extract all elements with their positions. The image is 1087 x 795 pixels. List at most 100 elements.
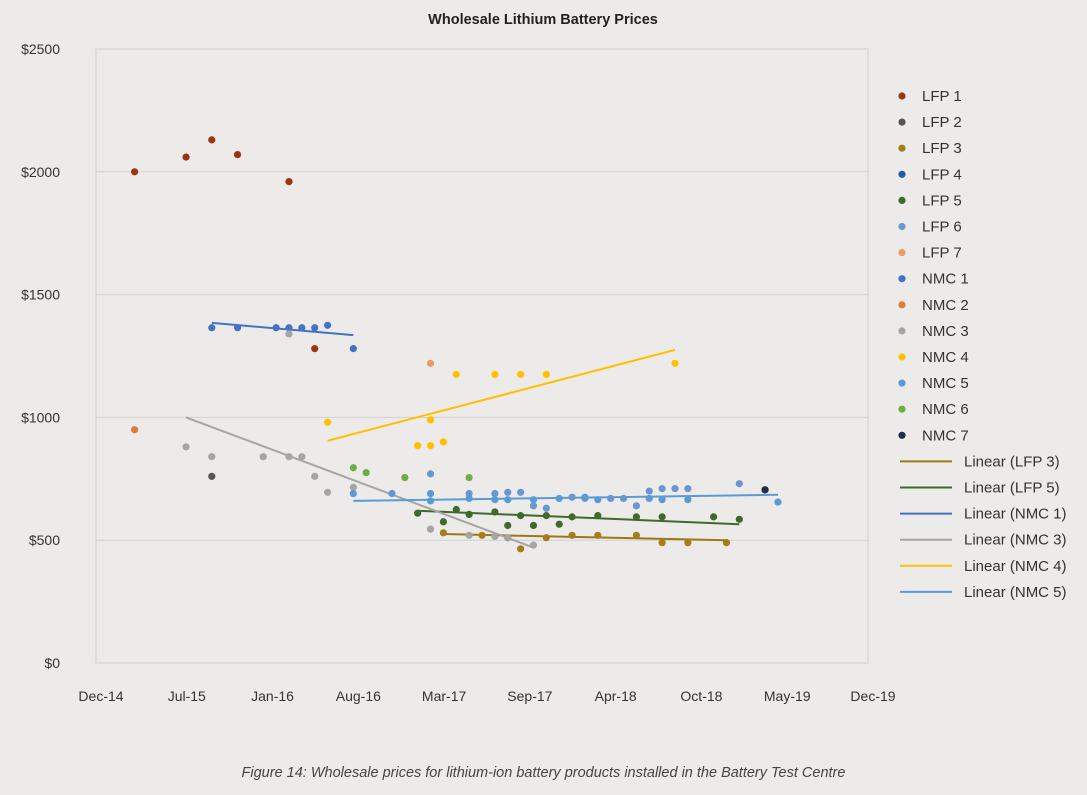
data-point — [349, 345, 357, 353]
x-tick-label: Dec-19 — [850, 688, 895, 704]
data-point — [594, 496, 602, 504]
data-point — [504, 521, 512, 530]
legend-marker — [898, 275, 906, 283]
legend-marker — [898, 92, 906, 100]
data-point — [298, 324, 306, 332]
data-point — [491, 532, 499, 541]
data-point — [414, 509, 422, 517]
legend-label: LFP 4 — [922, 166, 962, 183]
data-point — [491, 508, 499, 516]
data-point — [414, 442, 422, 450]
y-tick-label: $1000 — [21, 409, 60, 425]
data-point — [439, 438, 447, 446]
data-point — [298, 453, 306, 461]
data-point — [568, 493, 576, 501]
data-point — [426, 442, 435, 450]
data-point — [761, 486, 769, 494]
data-point — [452, 370, 460, 379]
data-point — [439, 529, 447, 537]
data-point — [362, 469, 370, 477]
data-point — [568, 531, 576, 539]
x-tick-label: Jul-15 — [168, 688, 206, 704]
data-point — [311, 345, 319, 353]
x-axis: Dec-14 Jul-15 Jan-16 Aug-16 Mar-17 Sep-17 Apr-… — [78, 688, 895, 704]
data-point — [131, 168, 139, 176]
legend-marker — [898, 353, 906, 361]
data-point — [529, 496, 538, 504]
data-point — [465, 531, 473, 539]
data-point — [774, 498, 782, 506]
data-point — [324, 418, 332, 426]
data-point — [426, 470, 435, 478]
legend-label: Linear (NMC 5) — [964, 584, 1067, 601]
data-point — [259, 453, 267, 461]
plot-area — [95, 48, 869, 664]
data-point — [658, 513, 666, 521]
legend-label: LFP 5 — [922, 192, 962, 209]
y-tick-label: $2000 — [21, 164, 60, 180]
legend-marker — [898, 405, 906, 413]
legend-label: LFP 2 — [922, 114, 962, 131]
legend-marker — [898, 144, 906, 152]
data-point — [504, 488, 512, 496]
x-tick-label: Jan-16 — [251, 688, 294, 704]
data-point — [645, 487, 653, 495]
legend: LFP 1 LFP 2 LFP 3 LFP 4 LFP 5 LFP 6 LFP 7 NMC 1… — [898, 88, 1067, 601]
data-point — [671, 485, 679, 493]
data-point — [311, 472, 319, 480]
data-point — [684, 539, 692, 547]
data-point — [504, 496, 512, 504]
legend-label: NMC 5 — [922, 375, 969, 392]
data-point — [491, 496, 499, 504]
legend-marker — [898, 379, 906, 387]
data-point — [426, 359, 435, 367]
data-point — [517, 545, 525, 553]
data-point — [285, 178, 293, 186]
data-point — [517, 370, 525, 379]
trendline — [185, 416, 534, 549]
legend-label: Linear (NMC 3) — [964, 532, 1067, 549]
data-point — [517, 488, 525, 496]
legend-label: Linear (NMC 4) — [964, 558, 1067, 575]
data-point — [632, 513, 641, 521]
data-point — [594, 531, 602, 539]
trendlines — [185, 321, 778, 549]
data-point — [735, 515, 743, 523]
data-point — [465, 494, 473, 503]
x-tick-label: May-19 — [764, 688, 811, 704]
data-point — [349, 489, 357, 498]
data-point — [285, 453, 293, 461]
data-point — [491, 370, 499, 379]
legend-label: LFP 1 — [922, 88, 962, 105]
data-point — [182, 153, 190, 161]
data-point — [388, 489, 396, 498]
data-point — [671, 359, 679, 367]
data-point — [568, 513, 576, 521]
data-point — [426, 497, 435, 505]
legend-label: LFP 6 — [922, 219, 962, 236]
data-point — [722, 539, 731, 547]
legend-label: NMC 1 — [922, 271, 969, 288]
trendline — [327, 348, 676, 442]
legend-marker — [898, 431, 906, 439]
legend-label: NMC 7 — [922, 427, 969, 444]
data-point — [581, 493, 589, 501]
data-point — [285, 330, 293, 338]
legend-label: LFP 3 — [922, 140, 962, 157]
data-point — [324, 488, 332, 496]
x-tick-label: Sep-17 — [507, 688, 552, 704]
x-tick-label: Oct-18 — [680, 688, 722, 704]
y-axis: $0 $500 $1000 $1500 $2000 $2500 — [21, 41, 60, 671]
data-point — [465, 510, 473, 519]
legend-label: Linear (LFP 3) — [964, 453, 1060, 470]
data-point — [684, 485, 692, 493]
legend-marker — [898, 327, 906, 335]
legend-marker — [898, 196, 906, 204]
data-point — [182, 443, 190, 451]
data-point — [426, 489, 435, 498]
figure-caption: Figure 14: Wholesale prices for lithium-… — [241, 765, 846, 781]
data-point — [478, 531, 486, 539]
x-tick-label: Apr-18 — [595, 688, 637, 704]
data-point — [208, 324, 216, 332]
